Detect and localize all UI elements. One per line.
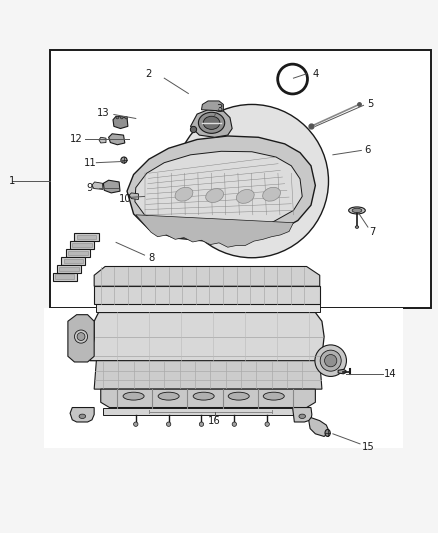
Ellipse shape: [299, 414, 305, 418]
Polygon shape: [92, 182, 103, 189]
Ellipse shape: [315, 345, 346, 376]
Ellipse shape: [206, 189, 223, 203]
Text: 10: 10: [119, 193, 131, 204]
Text: 13: 13: [97, 108, 109, 118]
Text: 8: 8: [148, 253, 154, 263]
Polygon shape: [101, 389, 315, 408]
Ellipse shape: [265, 422, 269, 426]
Ellipse shape: [228, 392, 249, 400]
Ellipse shape: [263, 392, 284, 400]
Text: 2: 2: [146, 69, 152, 79]
Polygon shape: [99, 138, 106, 143]
Polygon shape: [57, 265, 81, 273]
Ellipse shape: [175, 187, 193, 201]
Polygon shape: [309, 418, 329, 437]
Text: 6: 6: [365, 146, 371, 156]
Polygon shape: [293, 408, 312, 422]
Ellipse shape: [263, 187, 280, 201]
Polygon shape: [70, 408, 94, 422]
Text: 12: 12: [70, 134, 83, 144]
Polygon shape: [94, 286, 320, 304]
Text: 16: 16: [208, 416, 221, 426]
Ellipse shape: [198, 112, 225, 133]
Text: 5: 5: [367, 100, 373, 109]
Ellipse shape: [278, 64, 307, 94]
Polygon shape: [338, 369, 346, 374]
Ellipse shape: [199, 422, 204, 426]
Ellipse shape: [77, 333, 85, 341]
Ellipse shape: [134, 422, 138, 426]
Text: 15: 15: [361, 442, 374, 452]
Polygon shape: [191, 110, 232, 138]
Polygon shape: [109, 134, 125, 145]
Ellipse shape: [166, 422, 171, 426]
Ellipse shape: [203, 116, 220, 130]
Ellipse shape: [123, 392, 144, 400]
Ellipse shape: [355, 226, 359, 229]
Polygon shape: [113, 116, 128, 128]
Polygon shape: [59, 266, 79, 271]
Ellipse shape: [79, 414, 85, 418]
Polygon shape: [90, 312, 324, 363]
Text: 3: 3: [216, 104, 222, 114]
Polygon shape: [96, 304, 320, 312]
Ellipse shape: [232, 422, 237, 426]
Bar: [50, 50, 431, 308]
Polygon shape: [129, 193, 138, 199]
Ellipse shape: [116, 116, 119, 119]
Polygon shape: [201, 101, 223, 111]
Text: 11: 11: [83, 158, 96, 168]
Polygon shape: [66, 249, 90, 257]
Polygon shape: [94, 266, 320, 286]
Polygon shape: [94, 361, 322, 389]
Ellipse shape: [237, 190, 254, 204]
Ellipse shape: [352, 208, 362, 213]
Polygon shape: [68, 251, 88, 255]
Polygon shape: [72, 243, 92, 247]
Polygon shape: [103, 408, 309, 415]
Bar: [44, 308, 403, 448]
Polygon shape: [103, 180, 120, 193]
Polygon shape: [61, 257, 85, 265]
Polygon shape: [77, 235, 96, 239]
Ellipse shape: [325, 430, 330, 437]
Ellipse shape: [120, 116, 123, 119]
Text: 14: 14: [384, 369, 396, 379]
Ellipse shape: [74, 330, 88, 343]
Polygon shape: [53, 273, 77, 280]
Polygon shape: [55, 274, 74, 279]
Text: 9: 9: [87, 183, 93, 192]
Text: 1: 1: [9, 176, 15, 186]
Text: 7: 7: [369, 228, 375, 237]
Polygon shape: [136, 215, 293, 247]
Polygon shape: [135, 151, 302, 230]
Ellipse shape: [175, 104, 328, 258]
Ellipse shape: [320, 350, 341, 371]
Polygon shape: [64, 259, 83, 263]
Polygon shape: [74, 233, 99, 241]
Ellipse shape: [158, 392, 179, 400]
Text: 4: 4: [312, 69, 318, 79]
Ellipse shape: [325, 354, 337, 367]
Ellipse shape: [121, 157, 127, 163]
Ellipse shape: [125, 116, 127, 119]
Ellipse shape: [349, 207, 365, 214]
Polygon shape: [70, 241, 94, 249]
Polygon shape: [127, 136, 315, 241]
Ellipse shape: [193, 392, 214, 400]
Polygon shape: [68, 314, 94, 362]
